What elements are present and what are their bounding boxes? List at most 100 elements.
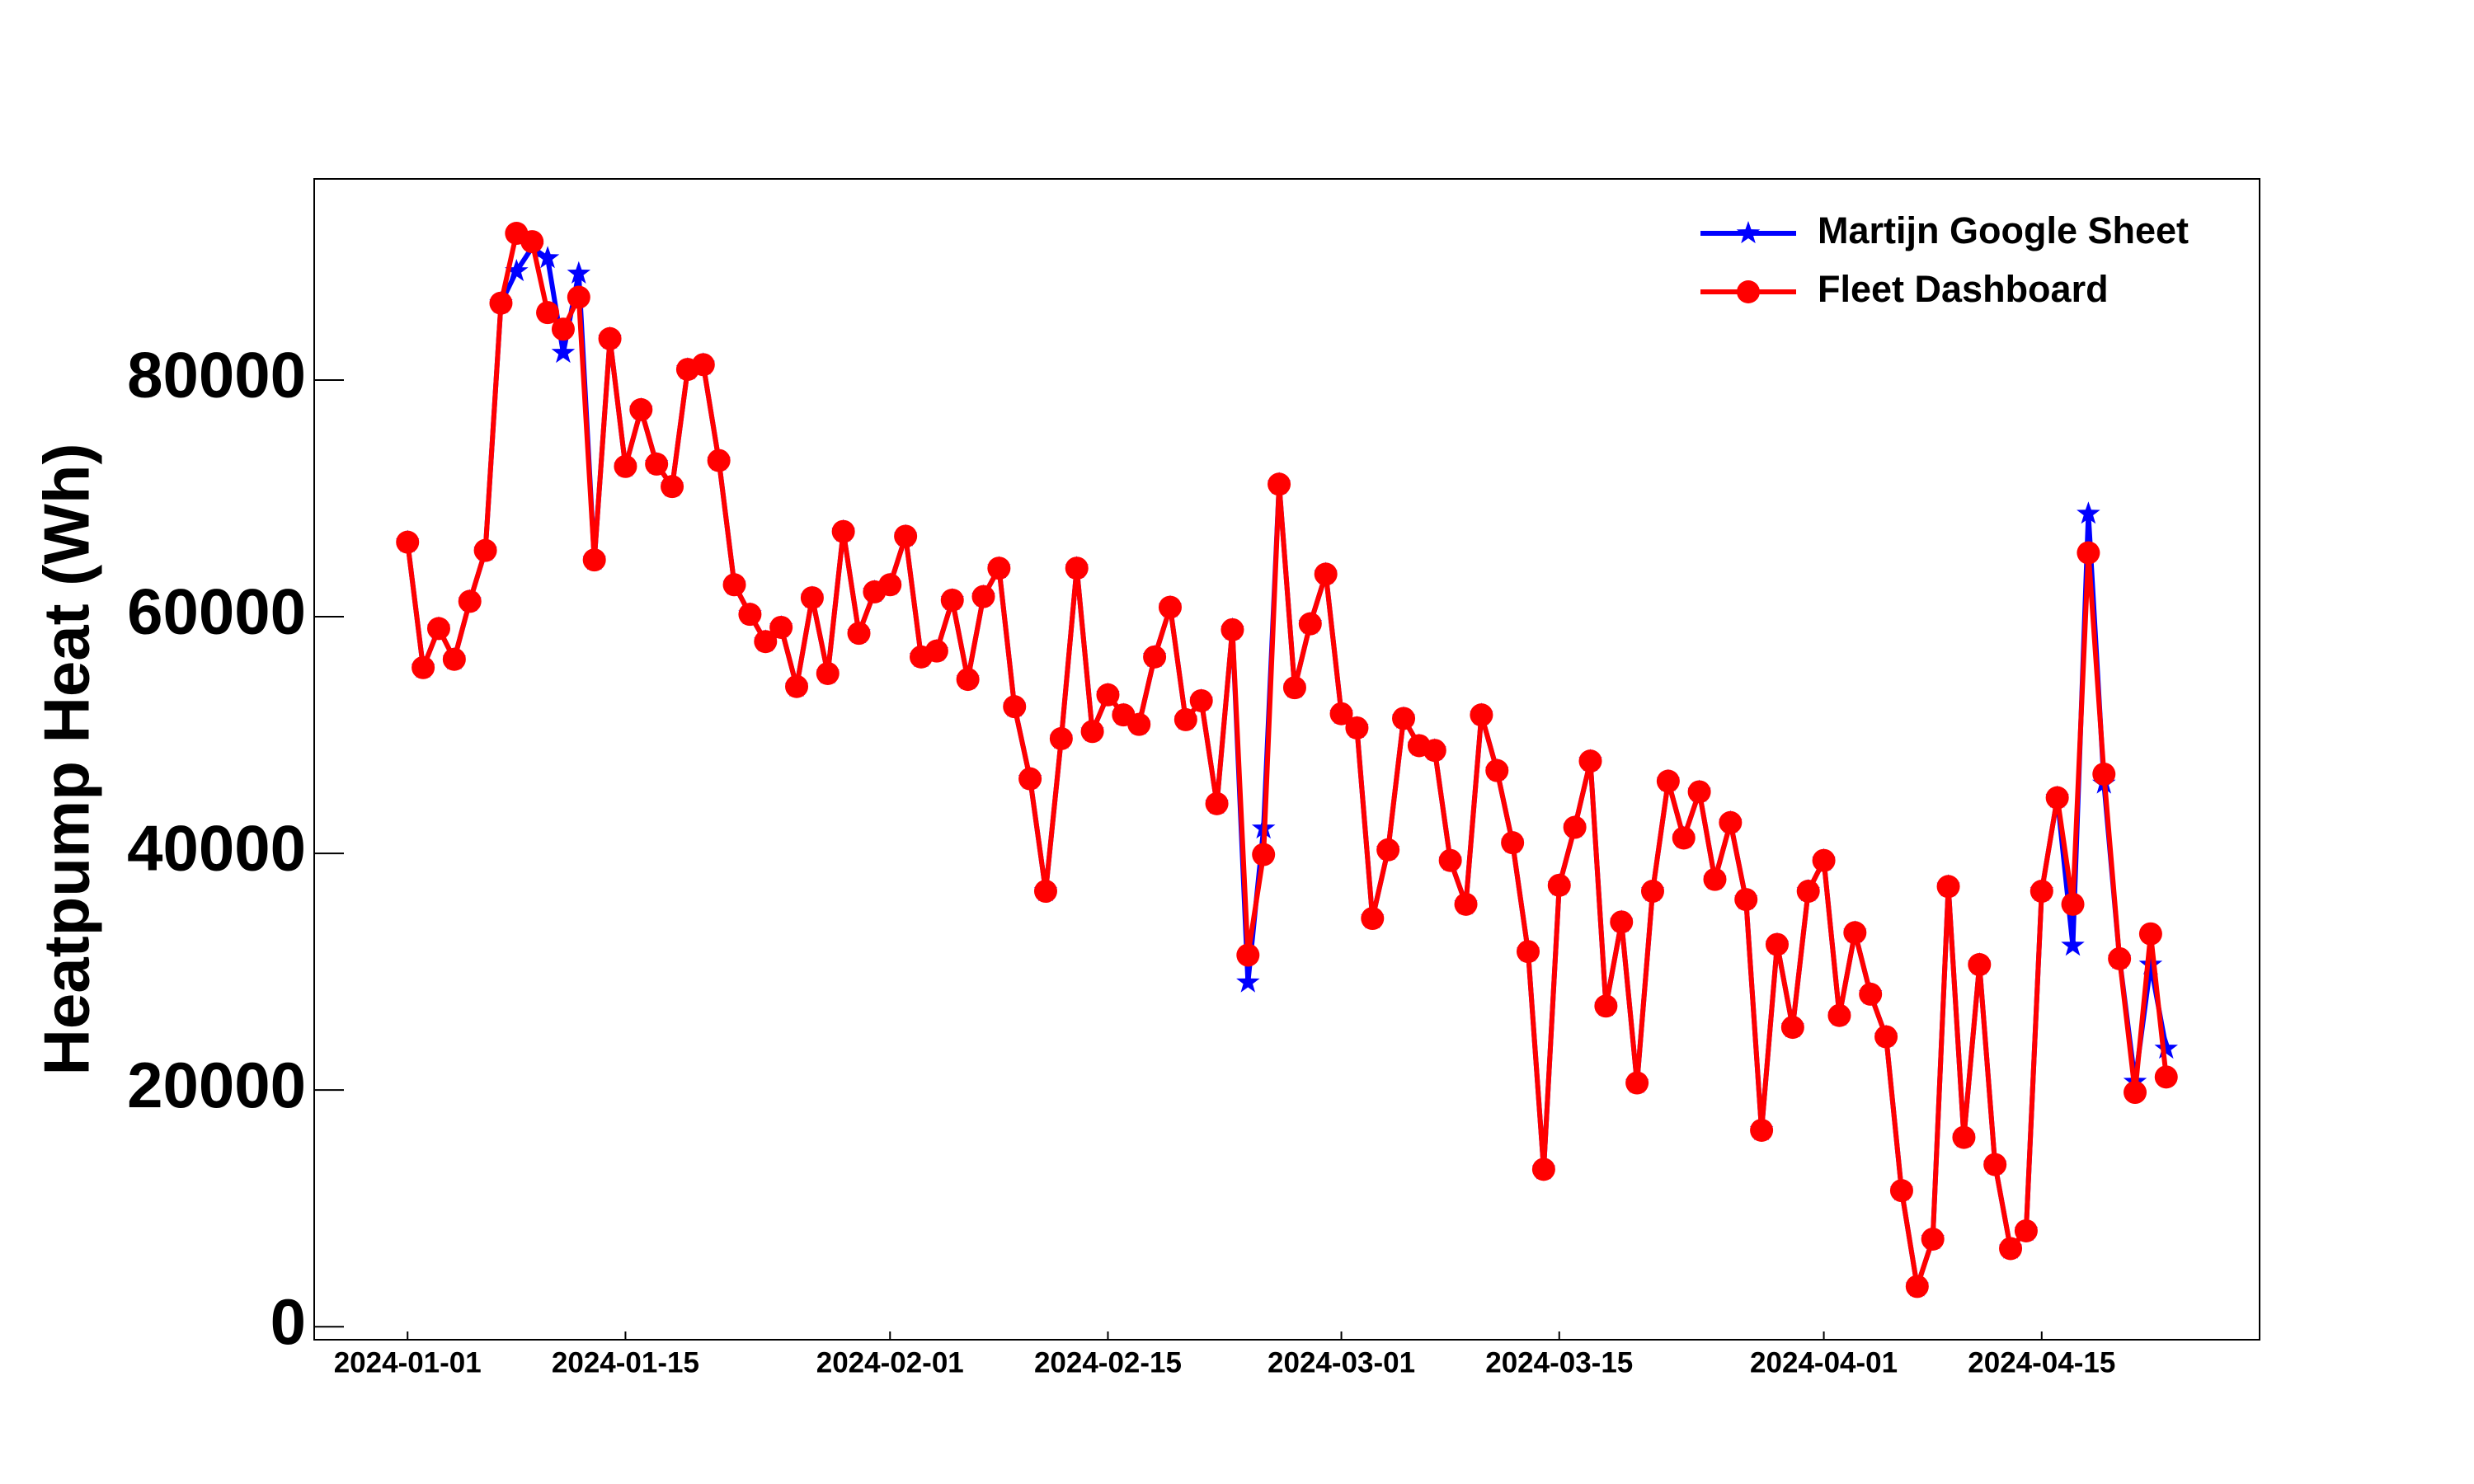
circle-marker — [1687, 780, 1711, 804]
circle-marker — [1174, 707, 1197, 731]
circle-marker — [1298, 612, 1322, 636]
circle-marker — [738, 603, 762, 627]
circle-marker — [2154, 1065, 2178, 1089]
circle-marker — [1936, 875, 1960, 899]
circle-marker — [426, 617, 450, 641]
y-tick-label: 0 — [270, 1285, 306, 1358]
circle-marker — [536, 301, 560, 325]
star-marker — [2154, 1036, 2178, 1059]
circle-marker — [1656, 769, 1680, 793]
circle-marker — [1843, 921, 1867, 945]
circle-marker — [1780, 1016, 1804, 1040]
y-axis-label: Heatpump Heat (Wh) — [31, 444, 103, 1076]
circle-marker — [1236, 943, 1260, 967]
circle-marker — [2061, 892, 2085, 916]
circle-marker — [1345, 716, 1369, 740]
circle-marker — [1905, 1275, 1929, 1298]
x-tick-label: 2024-04-01 — [1750, 1346, 1898, 1378]
circle-marker — [878, 573, 902, 597]
star-marker — [1736, 221, 1761, 244]
circle-marker — [1376, 838, 1400, 862]
circle-marker — [1361, 907, 1385, 931]
circle-marker — [1874, 1025, 1898, 1049]
star-marker — [505, 259, 529, 282]
circle-marker — [2030, 880, 2053, 904]
circle-marker — [1859, 982, 1883, 1006]
circle-marker — [412, 655, 435, 679]
circle-marker — [1049, 726, 1073, 750]
circle-marker — [1531, 1158, 1555, 1181]
circle-marker — [1765, 932, 1789, 956]
circle-marker — [1485, 758, 1509, 782]
circle-marker — [582, 548, 606, 572]
circle-marker — [1454, 892, 1478, 916]
circle-marker — [1594, 994, 1618, 1018]
circle-marker — [1750, 1118, 1774, 1142]
circle-marker — [614, 454, 637, 478]
y-tick-label: 40000 — [127, 812, 306, 885]
circle-marker — [1268, 472, 1291, 496]
circle-marker — [1640, 880, 1664, 904]
star-marker — [2061, 933, 2085, 956]
star-marker — [2138, 952, 2163, 975]
circle-marker — [1438, 848, 1462, 872]
circle-marker — [1796, 880, 1820, 904]
circle-marker — [1968, 953, 1992, 977]
circle-marker — [1827, 1003, 1851, 1027]
circle-marker — [1952, 1125, 1976, 1149]
circle-marker — [1983, 1153, 2007, 1176]
circle-marker — [847, 622, 871, 646]
circle-marker — [2124, 1081, 2147, 1105]
circle-marker — [987, 556, 1011, 580]
y-tick-label: 60000 — [127, 575, 306, 648]
circle-marker — [1158, 595, 1182, 619]
circle-marker — [1719, 810, 1743, 834]
circle-marker — [831, 519, 855, 543]
circle-marker — [551, 317, 575, 341]
circle-marker — [1018, 767, 1042, 791]
legend-label: Fleet Dashboard — [1818, 268, 2109, 310]
x-tick-label: 2024-03-15 — [1485, 1346, 1633, 1378]
circle-marker — [645, 452, 669, 476]
circle-marker — [1517, 940, 1540, 964]
circle-marker — [489, 291, 513, 315]
circle-marker — [2045, 786, 2069, 810]
circle-marker — [722, 573, 746, 597]
circle-marker — [1625, 1071, 1649, 1095]
circle-marker — [1578, 749, 1602, 773]
plot-frame — [313, 178, 2260, 1341]
circle-marker — [1703, 867, 1727, 891]
circle-marker — [1423, 739, 1446, 763]
circle-marker — [1737, 280, 1760, 303]
circle-marker — [2077, 541, 2100, 565]
circle-marker — [567, 285, 590, 309]
y-tick-label: 80000 — [127, 339, 306, 411]
circle-marker — [442, 647, 466, 671]
circle-marker — [1033, 880, 1057, 904]
circle-marker — [1329, 702, 1353, 726]
circle-marker — [1563, 815, 1587, 839]
x-tick-label: 2024-02-15 — [1034, 1346, 1182, 1378]
circle-marker — [769, 615, 793, 639]
legend-label: Martijn Google Sheet — [1818, 209, 2189, 251]
circle-marker — [1282, 676, 1306, 700]
circle-marker — [1096, 683, 1120, 707]
circle-marker — [1205, 791, 1229, 815]
circle-marker — [2092, 762, 2116, 786]
circle-marker — [924, 639, 948, 663]
star-marker — [2077, 501, 2100, 524]
circle-marker — [1672, 826, 1696, 850]
circle-marker — [2014, 1219, 2038, 1242]
x-tick-label: 2024-03-01 — [1268, 1346, 1415, 1378]
circle-marker — [785, 674, 809, 698]
circle-marker — [800, 586, 824, 610]
star-marker — [551, 340, 576, 364]
circle-marker — [1127, 712, 1151, 736]
circle-marker — [1812, 848, 1836, 872]
circle-marker — [1143, 645, 1167, 669]
circle-marker — [629, 397, 653, 421]
circle-marker — [2138, 922, 2162, 946]
circle-marker — [1221, 618, 1244, 641]
y-tick-label: 20000 — [127, 1049, 306, 1121]
